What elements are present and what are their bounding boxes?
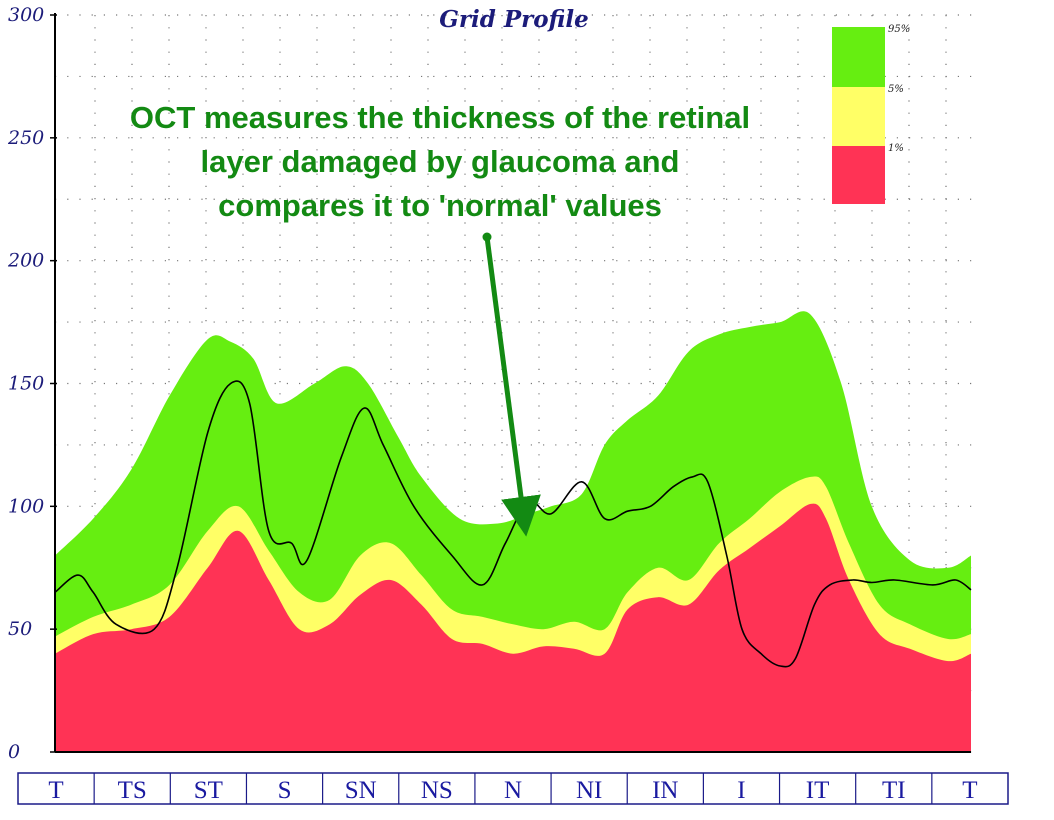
- sector-label: NS: [421, 777, 453, 804]
- legend: 95% 5% 1%: [832, 24, 910, 204]
- annotation: OCT measures the thickness of the retina…: [130, 100, 750, 537]
- y-tick-label: 300: [8, 4, 44, 26]
- grid-dots: [55, 14, 976, 753]
- annotation-text-line: layer damaged by glaucoma and: [201, 144, 680, 179]
- sector-label: ST: [194, 777, 223, 804]
- bands-layer: [55, 311, 971, 752]
- sector-label: I: [737, 777, 745, 804]
- legend-label: 1%: [888, 143, 904, 154]
- sector-label: N: [504, 777, 522, 804]
- chart-title: Grid Profile: [439, 6, 588, 33]
- y-tick-label: 0: [8, 741, 20, 763]
- sector-label: TS: [118, 777, 147, 804]
- y-tick-label: 200: [7, 250, 44, 272]
- sector-label: IT: [806, 777, 830, 804]
- sector-label: SN: [345, 777, 377, 804]
- legend-swatch: [832, 146, 885, 204]
- legend-swatch: [832, 27, 885, 87]
- sector-label: NI: [576, 777, 602, 804]
- y-tick-labels: 0 50 100 150 200 250 300: [7, 4, 57, 763]
- band-1-area: [55, 503, 971, 752]
- legend-label: 95%: [888, 24, 910, 35]
- y-tick-label: 50: [8, 618, 32, 640]
- sector-label: T: [48, 777, 63, 804]
- legend-label: 5%: [888, 84, 904, 95]
- sector-label: IN: [652, 777, 678, 804]
- annotation-arrow: [484, 236, 541, 537]
- sector-bar-frame: [17, 772, 1009, 805]
- legend-swatch: [832, 87, 885, 147]
- annotation-text-line: OCT measures the thickness of the retina…: [130, 100, 750, 135]
- sector-label: T: [962, 777, 977, 804]
- sector-bar: T TS ST S SN NS N NI IN I IT TI T: [17, 772, 1009, 805]
- sector-label: S: [278, 777, 292, 804]
- annotation-text-line: compares it to 'normal' values: [218, 188, 662, 223]
- sector-label: TI: [882, 777, 906, 804]
- y-tick-label: 150: [8, 373, 44, 395]
- y-tick-label: 100: [8, 495, 44, 517]
- y-tick-label: 250: [7, 127, 44, 149]
